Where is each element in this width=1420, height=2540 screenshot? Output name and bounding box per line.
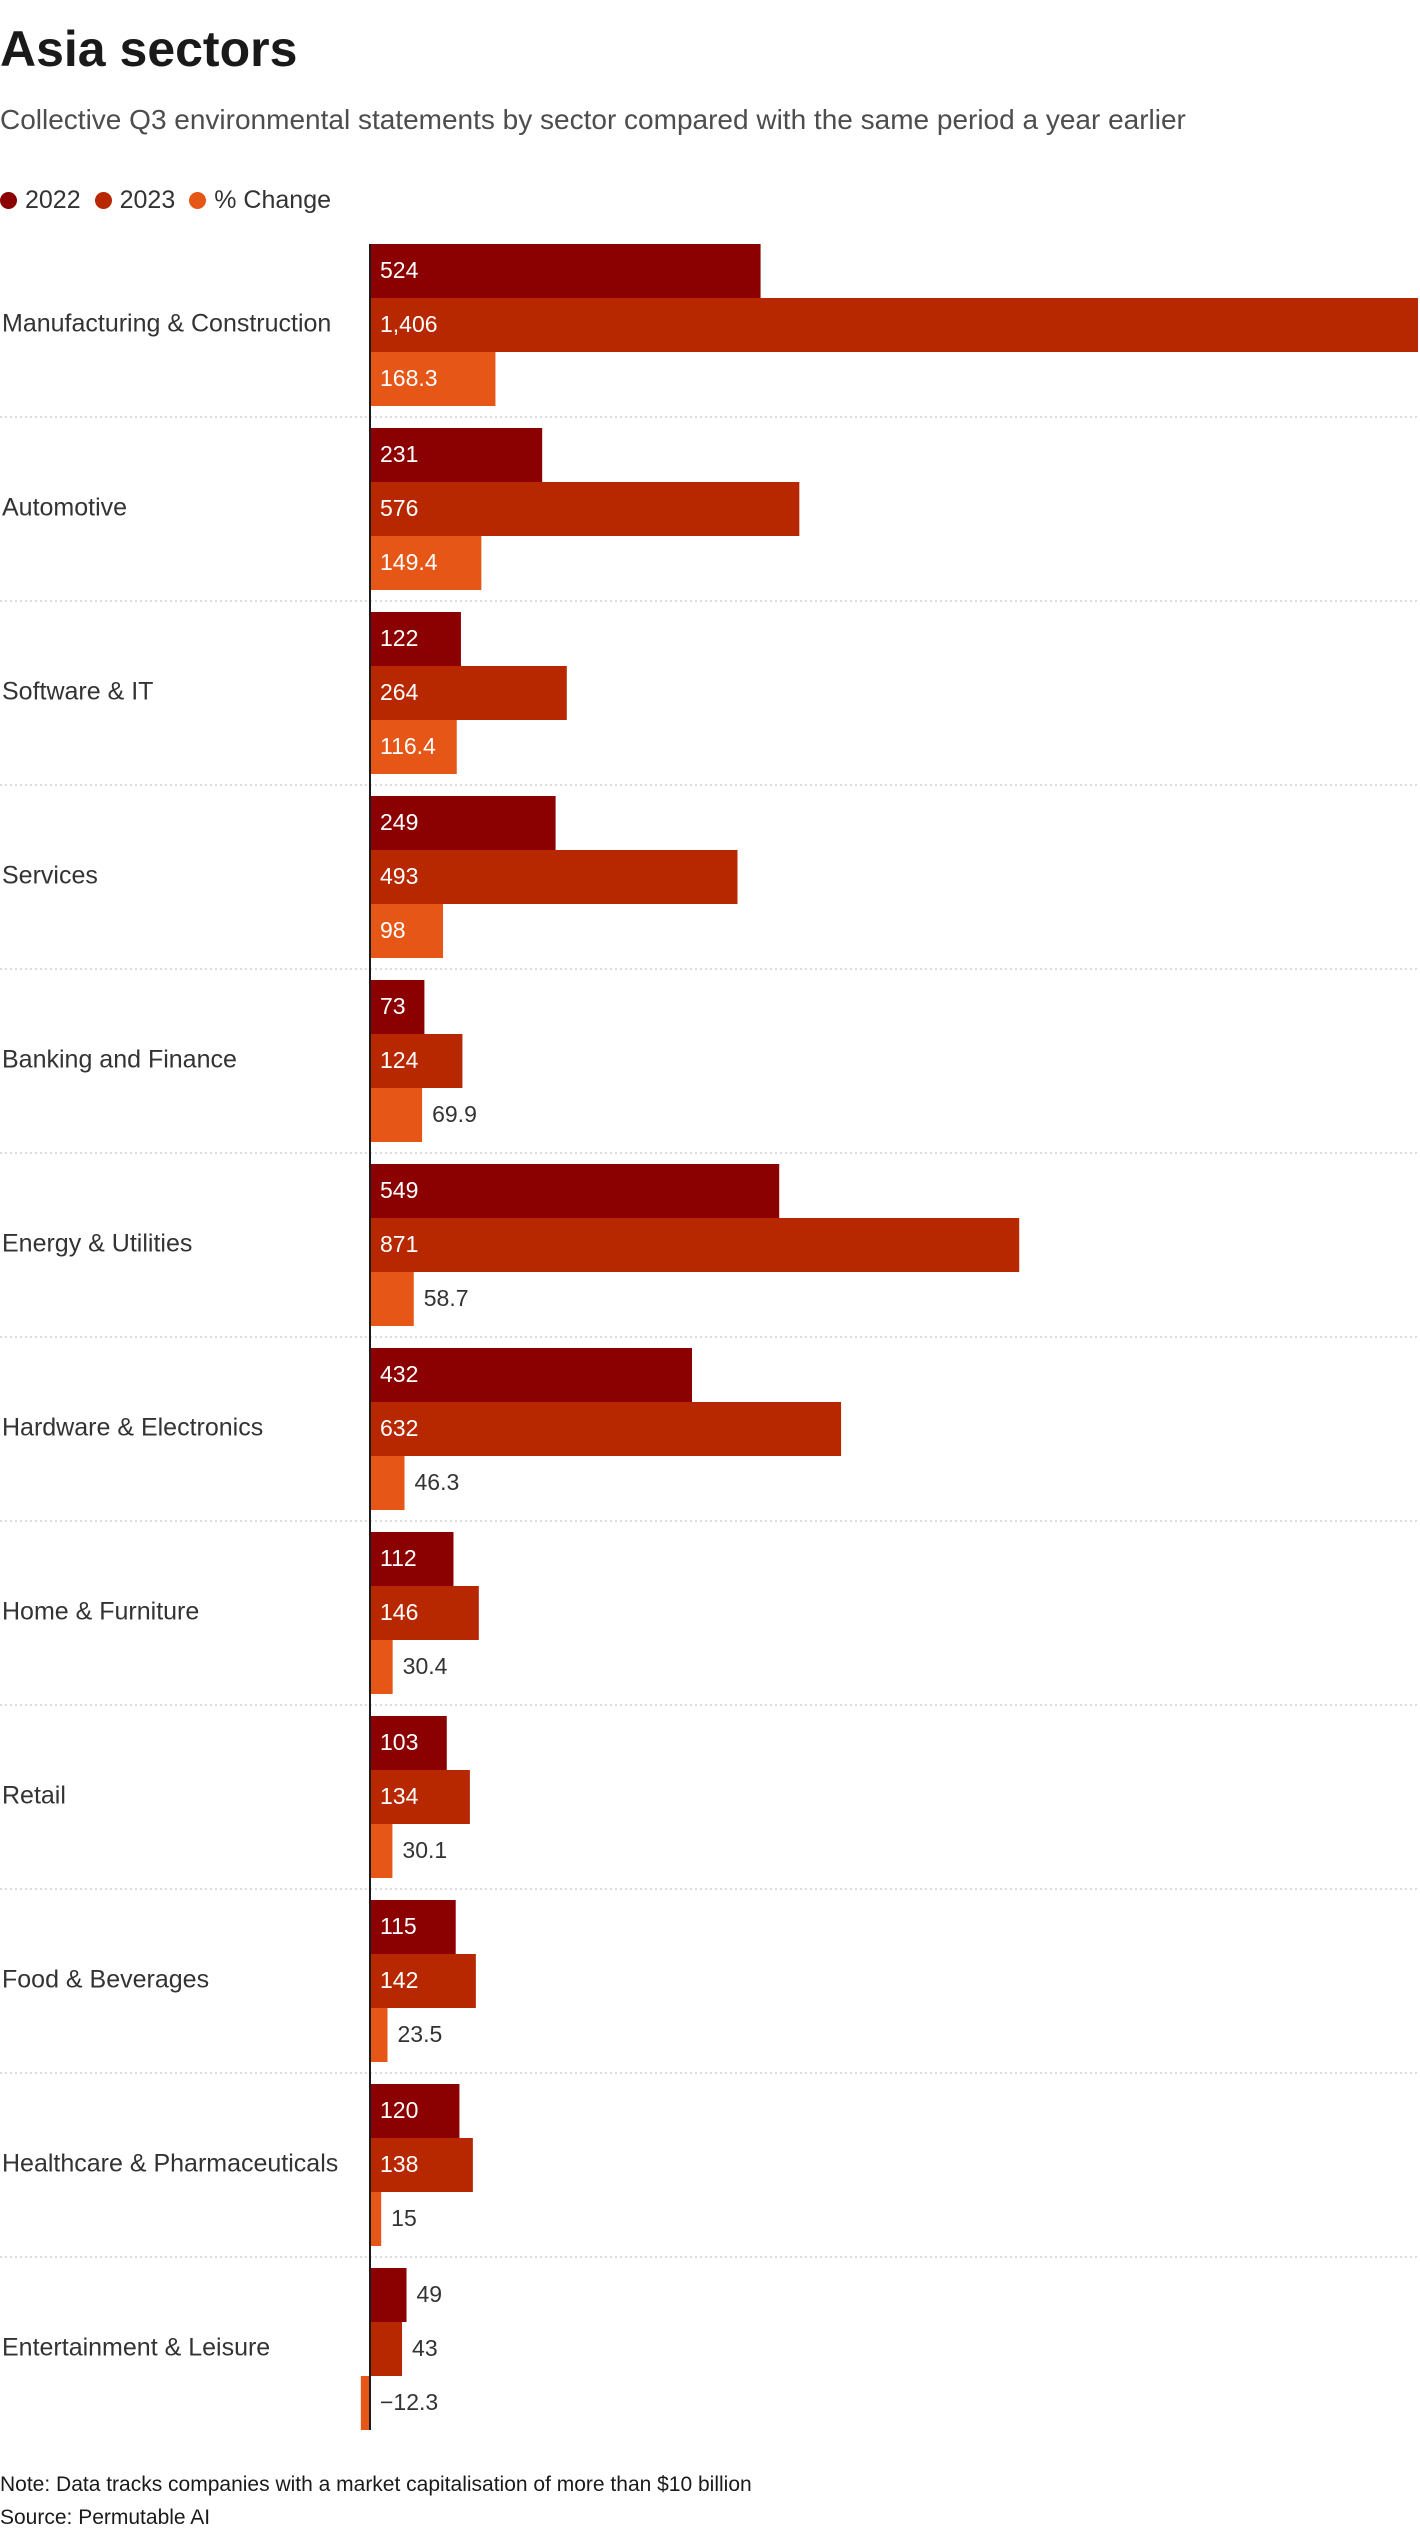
category-label: Healthcare & Pharmaceuticals	[2, 2150, 338, 2178]
value-label: 115	[380, 1913, 417, 1939]
value-label: 493	[380, 863, 418, 889]
value-label: 30.4	[403, 1653, 448, 1679]
value-label: 432	[380, 1361, 418, 1387]
value-label: 15	[391, 2205, 417, 2231]
value-label: 231	[380, 441, 418, 467]
bar-percent-change-services	[370, 904, 444, 958]
value-label: 73	[380, 993, 406, 1019]
chart-source: Source: Permutable AI	[0, 2506, 211, 2529]
value-label: 168.3	[380, 365, 438, 391]
bar-2022-software-it	[370, 612, 461, 666]
legend-swatch-2022	[0, 191, 17, 209]
bar-percent-change-manufacturing-construction	[370, 352, 496, 406]
value-label: 30.1	[402, 1837, 447, 1863]
bar-2023-hardware-electronics	[370, 1402, 842, 1456]
value-label: −12.3	[380, 2389, 438, 2415]
bar-percent-change-entertainment-leisure	[360, 2376, 370, 2430]
category-label: Banking and Finance	[2, 1046, 237, 1074]
value-label: 122	[380, 625, 418, 651]
value-label: 120	[380, 2097, 418, 2123]
bar-2022-food-beverages	[370, 1900, 456, 1954]
category-label: Hardware & Electronics	[2, 1414, 263, 1442]
bar-2023-retail	[370, 1770, 470, 1824]
chart-title: Asia sectors	[0, 21, 298, 77]
value-label: 1,406	[380, 311, 438, 337]
value-label: 58.7	[424, 1285, 469, 1311]
category-label: Home & Furniture	[2, 1598, 199, 1626]
bar-percent-change-software-it	[370, 720, 457, 774]
legend-swatch-2023	[94, 191, 112, 209]
category-label: Software & IT	[2, 678, 153, 706]
bar-2023-home-furniture	[370, 1586, 479, 1640]
legend: 2022 2023 % Change	[0, 180, 345, 220]
legend-swatch-percent-change	[189, 191, 207, 209]
bar-2022-energy-utilities	[370, 1164, 780, 1218]
category-label: Services	[2, 862, 98, 890]
bar-2023-manufacturing-construction	[370, 298, 1418, 352]
bar-percent-change-retail	[370, 1824, 393, 1878]
bar-2023-energy-utilities	[370, 1218, 1020, 1272]
bar-2023-healthcare-pharmaceuticals	[370, 2138, 473, 2192]
value-label: 112	[380, 1545, 417, 1571]
bar-2023-software-it	[370, 666, 567, 720]
legend-label-percent-change: % Change	[214, 185, 331, 214]
bar-2022-automotive	[370, 428, 543, 482]
value-label: 576	[380, 495, 418, 521]
category-label: Food & Beverages	[2, 1966, 209, 1994]
value-label: 43	[412, 2335, 438, 2361]
bar-2023-services	[370, 850, 738, 904]
legend-item-2022: 2022	[0, 186, 81, 215]
value-label: 124	[380, 1047, 419, 1073]
bar-percent-change-automotive	[370, 536, 482, 590]
value-label: 142	[380, 1967, 418, 1993]
value-label: 549	[380, 1177, 418, 1203]
bar-2023-food-beverages	[370, 1954, 476, 2008]
value-label: 23.5	[398, 2021, 443, 2047]
bar-percent-change-banking-and-finance	[370, 1088, 423, 1142]
value-label: 138	[380, 2151, 418, 2177]
bar-2022-manufacturing-construction	[370, 244, 761, 298]
value-label: 524	[380, 257, 419, 283]
value-label: 249	[380, 809, 418, 835]
value-label: 103	[380, 1729, 418, 1755]
bar-percent-change-healthcare-pharmaceuticals	[370, 2192, 382, 2246]
legend-label-2022: 2022	[25, 185, 81, 214]
bar-2022-banking-and-finance	[370, 980, 425, 1034]
value-label: 146	[380, 1599, 418, 1625]
bar-2023-entertainment-leisure	[370, 2322, 403, 2376]
value-label: 49	[417, 2281, 443, 2307]
value-label: 632	[380, 1415, 418, 1441]
bar-2022-services	[370, 796, 556, 850]
value-label: 69.9	[432, 1101, 477, 1127]
value-label: 264	[380, 679, 419, 705]
legend-item-2023: 2023	[94, 185, 176, 215]
chart-subtitle: Collective Q3 environmental statements b…	[0, 104, 1186, 135]
chart-note: Note: Data tracks companies with a marke…	[0, 2473, 752, 2496]
legend-label-2023: 2023	[119, 185, 176, 214]
value-label: 149.4	[380, 549, 438, 575]
bar-percent-change-home-furniture	[370, 1640, 393, 1694]
category-label: Energy & Utilities	[2, 1230, 192, 1258]
bar-2023-banking-and-finance	[370, 1034, 463, 1088]
value-label: 46.3	[415, 1469, 460, 1495]
bar-2022-entertainment-leisure	[370, 2268, 407, 2322]
bar-2023-automotive	[370, 482, 800, 536]
value-label: 98	[380, 917, 406, 943]
bar-2022-hardware-electronics	[370, 1348, 693, 1402]
bar-percent-change-food-beverages	[370, 2008, 388, 2062]
value-label: 134	[380, 1783, 419, 1809]
bar-2022-retail	[370, 1716, 447, 1770]
category-label: Retail	[2, 1782, 66, 1810]
bar-2022-home-furniture	[370, 1532, 454, 1586]
value-label: 871	[380, 1231, 418, 1257]
bar-percent-change-hardware-electronics	[370, 1456, 405, 1510]
category-label: Automotive	[2, 494, 127, 522]
category-label: Entertainment & Leisure	[2, 2334, 270, 2362]
value-label: 116.4	[380, 733, 436, 759]
bar-percent-change-energy-utilities	[370, 1272, 414, 1326]
category-label: Manufacturing & Construction	[2, 310, 331, 338]
bar-2022-healthcare-pharmaceuticals	[370, 2084, 460, 2138]
legend-item-percent-change: % Change	[189, 186, 331, 215]
